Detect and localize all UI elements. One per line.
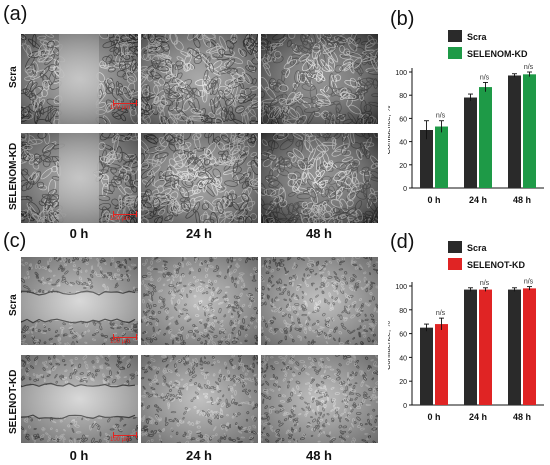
legend-label: Scra bbox=[467, 32, 488, 42]
significance-label: n/s bbox=[480, 280, 490, 287]
row-label-a-scra: Scra bbox=[8, 66, 19, 88]
significance-label: n/s bbox=[436, 310, 446, 317]
significance-label: n/s bbox=[480, 74, 490, 81]
bar-scra-48h bbox=[508, 289, 521, 405]
scale-bar-c-bottom: 100 µm bbox=[110, 431, 137, 445]
row-label-a-selenom: SELENOM-KD bbox=[8, 142, 19, 210]
micrograph-a-row1-col2 bbox=[141, 34, 258, 124]
column-label-c-24h: 24 h bbox=[185, 448, 212, 463]
column-label-a-0h: 0 h bbox=[69, 226, 89, 241]
row-label-c-scra: Scra bbox=[8, 294, 19, 316]
micrograph-a-row1-col3 bbox=[261, 34, 378, 124]
bar-selenot-kd-48h bbox=[523, 288, 536, 405]
y-tick-label: 0 bbox=[403, 186, 407, 193]
micrograph-a-row1-col1 bbox=[21, 34, 138, 124]
legend-swatch bbox=[448, 47, 462, 59]
x-tick-label: 48 h bbox=[513, 412, 531, 422]
significance-label: n/s bbox=[524, 64, 534, 71]
legend-swatch bbox=[448, 241, 462, 253]
y-tick-label: 100 bbox=[395, 70, 407, 77]
row-label-c-selenot: SELENOT-KD bbox=[8, 369, 19, 434]
scale-bar-label: 100 µm bbox=[110, 437, 131, 443]
legend-label: SELENOM-KD bbox=[467, 49, 528, 59]
panel-letter-a: (a) bbox=[3, 3, 28, 25]
legend-label: SELENOT-KD bbox=[467, 260, 526, 270]
micrograph-c-row2-col3 bbox=[261, 355, 378, 443]
x-tick-label: 48 h bbox=[513, 195, 531, 205]
y-tick-label: 0 bbox=[403, 403, 407, 410]
column-label-a-24h: 24 h bbox=[185, 226, 212, 241]
bar-selenom-kd-0h bbox=[435, 126, 448, 188]
column-label-c-0h: 0 h bbox=[69, 448, 89, 463]
scale-bar-label: 100 µm bbox=[110, 339, 131, 345]
y-tick-label: 40 bbox=[399, 140, 407, 147]
scale-bar-c-top: 100 µm bbox=[110, 333, 137, 347]
micrograph-a-row2-col2 bbox=[141, 133, 258, 223]
chart-d-confluence: Scra SELENOT-KD 0 20 40 60 80 100 Confluence, % n… bbox=[388, 241, 544, 422]
scale-bar-a-top: 100 µm bbox=[110, 99, 137, 113]
micrograph-c-row2-col2 bbox=[141, 355, 258, 443]
panel-letter-b: (b) bbox=[390, 8, 415, 30]
panel-letter-d: (d) bbox=[390, 231, 415, 253]
bar-scra-0h bbox=[420, 130, 433, 188]
x-tick-label: 0 h bbox=[427, 195, 440, 205]
micrograph-c-row1-col1 bbox=[21, 257, 138, 345]
bar-scra-24h bbox=[464, 289, 477, 405]
x-tick-label: 24 h bbox=[469, 412, 487, 422]
bar-selenot-kd-24h bbox=[479, 289, 492, 405]
panel-letter-c: (c) bbox=[3, 230, 27, 252]
legend-label: Scra bbox=[467, 243, 488, 253]
micrograph-c-row1-col2 bbox=[141, 257, 258, 345]
y-tick-label: 20 bbox=[399, 379, 407, 386]
y-axis-label: Confluence, % bbox=[388, 321, 392, 370]
bar-scra-48h bbox=[508, 75, 521, 188]
y-tick-label: 80 bbox=[399, 308, 407, 315]
bar-selenot-kd-0h bbox=[435, 324, 448, 405]
legend-swatch bbox=[448, 30, 462, 42]
bar-selenom-kd-48h bbox=[523, 74, 536, 188]
y-tick-label: 100 bbox=[395, 284, 407, 291]
bar-scra-0h bbox=[420, 327, 433, 405]
x-tick-label: 0 h bbox=[427, 412, 440, 422]
y-tick-label: 60 bbox=[399, 116, 407, 123]
scale-bar-label: 100 µm bbox=[110, 105, 131, 111]
scale-bar-label: 100 µm bbox=[110, 216, 131, 222]
micrograph-c-row2-col1 bbox=[21, 355, 138, 443]
micrograph-a-row2-col1 bbox=[21, 133, 138, 223]
scale-bar-a-bottom: 100 µm bbox=[110, 210, 137, 224]
bar-scra-24h bbox=[464, 97, 477, 188]
y-tick-label: 80 bbox=[399, 93, 407, 100]
y-tick-label: 60 bbox=[399, 332, 407, 339]
y-tick-label: 40 bbox=[399, 355, 407, 362]
y-tick-label: 20 bbox=[399, 163, 407, 170]
legend-swatch bbox=[448, 258, 462, 270]
y-axis-label: Confluence, % bbox=[388, 105, 392, 154]
significance-label: n/s bbox=[436, 113, 446, 120]
column-label-a-48h: 48 h bbox=[305, 226, 332, 241]
column-label-c-48h: 48 h bbox=[305, 448, 332, 463]
micrograph-c-row1-col3 bbox=[261, 257, 378, 345]
chart-b-confluence: Scra SELENOM-KD 0 20 40 60 80 100 Confluence, % n… bbox=[388, 30, 544, 205]
micrograph-a-row2-col3 bbox=[261, 133, 378, 223]
x-tick-label: 24 h bbox=[469, 195, 487, 205]
significance-label: n/s bbox=[524, 279, 534, 286]
bar-selenom-kd-24h bbox=[479, 87, 492, 188]
